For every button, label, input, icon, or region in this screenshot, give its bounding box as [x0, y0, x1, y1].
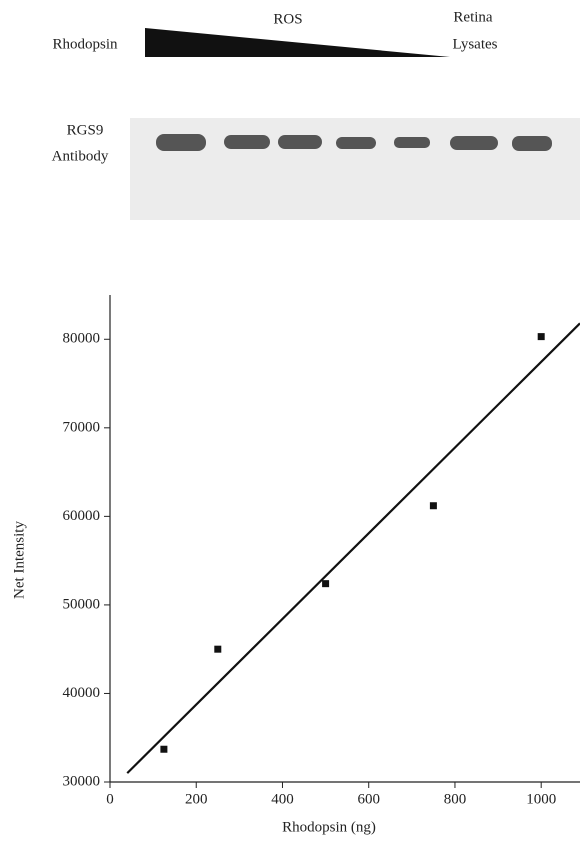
figure: Rhodopsin ROS Retina Lysates RGS9 Antibo…	[0, 0, 580, 844]
y-tick-label: 60000	[63, 508, 101, 524]
y-tick-label: 50000	[63, 596, 101, 612]
data-point	[322, 580, 329, 587]
blot-label: Antibody	[52, 148, 109, 164]
x-tick-label: 1000	[526, 791, 556, 807]
blot-label: Lysates	[453, 36, 498, 52]
data-point	[214, 646, 221, 653]
x-axis-label: Rhodopsin (ng)	[282, 819, 376, 835]
blot-membrane	[130, 118, 580, 220]
x-tick-label: 400	[271, 791, 294, 807]
x-tick-label: 800	[444, 791, 467, 807]
data-point	[430, 502, 437, 509]
y-axis-label: Net Intensity	[11, 521, 27, 599]
y-tick-label: 80000	[63, 331, 101, 347]
blot-label: Rhodopsin	[52, 36, 118, 52]
blot-label: RGS9	[67, 122, 104, 138]
x-tick-label: 200	[185, 791, 208, 807]
y-tick-label: 40000	[63, 685, 101, 701]
fit-line	[127, 323, 580, 773]
blot-label: ROS	[273, 11, 302, 27]
data-point	[160, 746, 167, 753]
x-tick-label: 600	[357, 791, 380, 807]
x-tick-label: 0	[106, 791, 114, 807]
blot-label: Retina	[453, 9, 492, 25]
y-tick-label: 70000	[63, 419, 101, 435]
data-point	[538, 333, 545, 340]
y-tick-label: 30000	[63, 773, 101, 789]
gradient-wedge	[145, 28, 450, 57]
